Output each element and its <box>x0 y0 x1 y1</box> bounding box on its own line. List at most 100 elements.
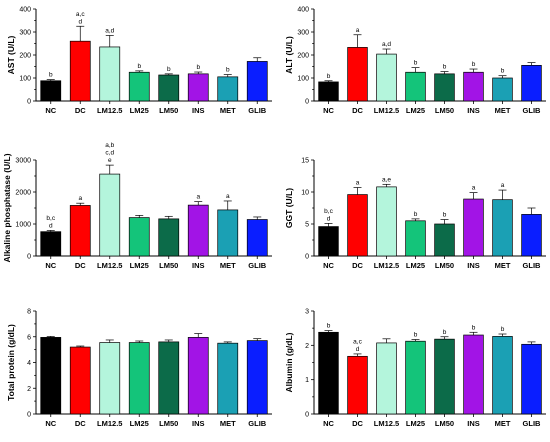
x-tick-label: LM25 <box>406 261 425 270</box>
y-tick-label: 0 <box>305 254 309 261</box>
bar-GLIB <box>246 219 268 257</box>
y-tick-label: 8 <box>27 309 31 316</box>
x-tick-label: LM25 <box>130 419 149 428</box>
y-tick-label: 3000 <box>15 158 31 165</box>
x-tick-label: LM12.5 <box>374 106 399 115</box>
significance-label: b <box>501 68 505 75</box>
y-tick-label: 200 <box>19 53 31 60</box>
significance-label: b <box>167 66 171 73</box>
x-tick-label: NC <box>45 419 56 428</box>
chart-panel-3: 0 5 10 15 GGT (U/L) b,cd NC a DC a,e LM12.5 b LM25 b L… <box>284 158 546 270</box>
significance-label: b <box>443 329 447 336</box>
significance-label: a <box>196 194 200 201</box>
bar-INS <box>463 71 484 102</box>
y-tick-label: 10 <box>301 190 309 197</box>
bar-LM25 <box>405 220 426 257</box>
bar-LM12.5 <box>99 46 121 102</box>
significance-label: d <box>327 215 331 222</box>
x-tick-label: NC <box>323 419 334 428</box>
bar-GLIB <box>521 64 542 102</box>
x-tick-label: INS <box>467 261 480 270</box>
bar-NC <box>318 226 339 257</box>
significance-label: b <box>226 67 230 74</box>
bar-LM25 <box>405 340 426 415</box>
x-tick-label: LM12.5 <box>97 106 122 115</box>
significance-label: b <box>414 60 418 67</box>
significance-label: a,d <box>105 27 114 34</box>
y-tick-label: 400 <box>19 7 31 14</box>
bar-LM12.5 <box>376 342 397 415</box>
x-tick-label: GLIB <box>523 106 541 115</box>
y-tick-label: 400 <box>297 7 309 14</box>
y-tick-label: 0 <box>305 412 309 419</box>
x-tick-label: DC <box>352 261 363 270</box>
x-tick-label: DC <box>75 106 86 115</box>
bar-LM12.5 <box>376 186 397 257</box>
bar-INS <box>187 337 209 415</box>
y-tick-label: 15 <box>301 158 309 165</box>
significance-label: b <box>327 323 331 330</box>
x-tick-label: NC <box>323 261 334 270</box>
significance-label: a <box>356 180 360 187</box>
x-tick-label: LM50 <box>435 419 454 428</box>
y-tick-label: 200 <box>297 53 309 60</box>
bar-LM50 <box>158 74 180 102</box>
y-tick-label: 2 <box>27 386 31 393</box>
chart-panel-4: 0 2 4 6 8 Total protein (g/dL) NC DC LM12.5 LM25 L… <box>6 309 272 428</box>
bar-LM50 <box>158 341 180 415</box>
bar-LM25 <box>128 342 150 415</box>
x-tick-label: INS <box>192 106 205 115</box>
x-tick-label: NC <box>323 106 334 115</box>
bar-INS <box>187 204 209 257</box>
bar-DC <box>69 40 91 102</box>
x-tick-label: MET <box>495 419 511 428</box>
significance-label: b <box>49 72 53 79</box>
y-tick-label: 0 <box>27 99 31 106</box>
x-tick-label: GLIB <box>523 419 541 428</box>
bar-GLIB <box>246 340 268 415</box>
bar-INS <box>187 73 209 102</box>
bar-LM25 <box>128 217 150 257</box>
significance-label: d <box>49 222 53 229</box>
bar-DC <box>69 346 91 415</box>
x-tick-label: NC <box>45 106 56 115</box>
bar-NC <box>40 231 62 257</box>
y-tick-label: 100 <box>297 76 309 83</box>
bar-INS <box>463 334 484 415</box>
x-tick-label: DC <box>352 106 363 115</box>
x-tick-label: LM50 <box>159 106 178 115</box>
significance-label: a <box>78 195 82 202</box>
y-tick-label: 0 <box>305 99 309 106</box>
x-tick-label: LM12.5 <box>374 419 399 428</box>
chart-panel-5: 0 1 2 3 Albumin (g/dL) b NC a,cd DC LM12.5 b LM25 b L… <box>284 309 546 428</box>
x-tick-label: LM25 <box>130 261 149 270</box>
bar-MET <box>217 76 239 102</box>
bar-MET <box>217 342 239 415</box>
bar-DC <box>347 47 368 102</box>
x-tick-label: MET <box>220 261 236 270</box>
significance-label: d <box>356 346 360 353</box>
y-axis-label: Albumin (g/dL) <box>284 332 294 392</box>
x-tick-label: LM25 <box>130 106 149 115</box>
y-tick-label: 5 <box>305 222 309 229</box>
bar-LM50 <box>434 73 455 102</box>
x-tick-label: MET <box>495 261 511 270</box>
bar-LM50 <box>434 338 455 415</box>
significance-label: b <box>196 64 200 71</box>
significance-label: b <box>443 212 447 219</box>
y-axis-label: AST (U/L) <box>6 35 16 74</box>
x-tick-label: LM12.5 <box>97 419 122 428</box>
bar-GLIB <box>521 343 542 415</box>
significance-label: b <box>443 64 447 71</box>
y-tick-label: 300 <box>19 30 31 37</box>
x-tick-label: DC <box>75 419 86 428</box>
bar-LM25 <box>405 71 426 102</box>
x-tick-label: NC <box>45 261 56 270</box>
bar-LM12.5 <box>376 53 397 102</box>
x-tick-label: INS <box>192 419 205 428</box>
significance-label: b,c <box>324 208 333 215</box>
y-axis-label: Total protein (g/dL) <box>6 324 16 401</box>
bar-LM25 <box>128 71 150 102</box>
y-tick-label: 100 <box>19 76 31 83</box>
